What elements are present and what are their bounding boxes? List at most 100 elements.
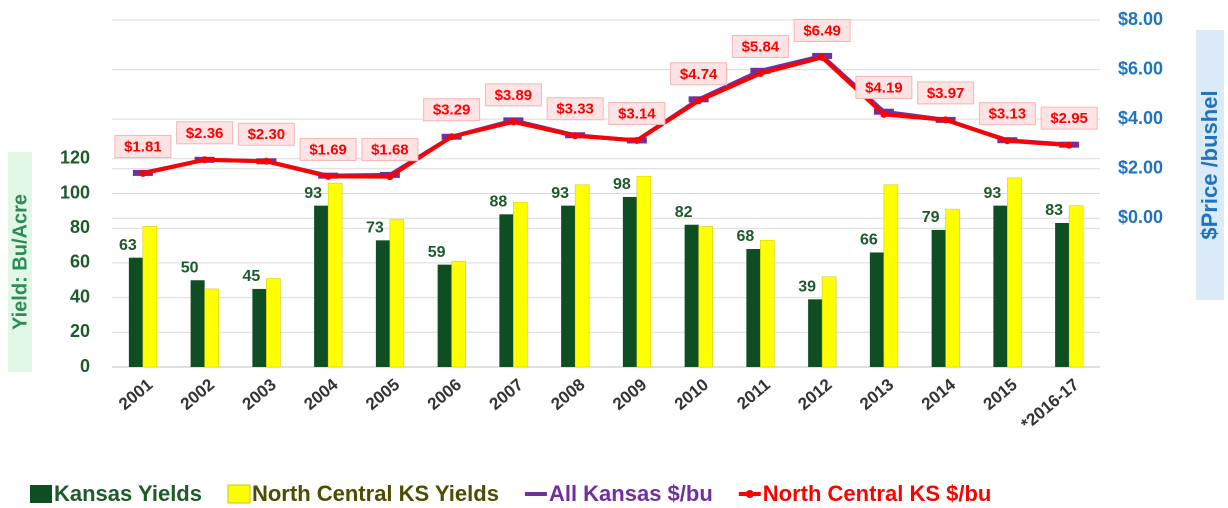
- y-tick-label: 100: [60, 182, 90, 202]
- legend-label: All Kansas $/bu: [549, 481, 713, 506]
- bar-value-label: 63: [119, 237, 137, 254]
- price-marker: [509, 118, 517, 126]
- x-tick-label: *2016-17: [1017, 375, 1082, 434]
- price-label-bg: [423, 98, 481, 122]
- price-label-bg: [176, 121, 234, 145]
- y-tick-label: 40: [70, 286, 90, 306]
- x-tick-label: 2009: [609, 375, 650, 414]
- x-tick-label: 2015: [980, 375, 1021, 414]
- price-label-bg: [546, 97, 604, 121]
- bar: [204, 288, 219, 368]
- x-tick-label: 2006: [424, 375, 465, 414]
- x-tick-label: 2002: [177, 375, 218, 414]
- price-label: $3.97: [927, 85, 965, 102]
- bar: [389, 219, 405, 368]
- price-label-bg: [484, 83, 542, 107]
- legend-swatch: [227, 484, 251, 504]
- price-label: $3.89: [495, 87, 533, 104]
- x-tick-label: 2011: [733, 375, 773, 413]
- y-tick-label: 60: [70, 252, 90, 272]
- price-label-bg: [731, 35, 789, 59]
- bar-value-label: 83: [1045, 202, 1063, 219]
- y2-axis-title-group: $Price /bushel: [1196, 30, 1224, 300]
- bar: [883, 184, 899, 368]
- x-tick-label: 2007: [486, 375, 527, 414]
- bar: [513, 201, 528, 368]
- price-label: $4.74: [680, 66, 718, 83]
- y2-tick-label: $6.00: [1118, 58, 1163, 78]
- legend-label: North Central KS Yields: [252, 481, 499, 506]
- bar: [684, 224, 699, 367]
- price-marker: [571, 132, 579, 140]
- price-marker: [880, 110, 888, 118]
- bar: [499, 214, 514, 367]
- bar: [451, 260, 466, 368]
- bar: [760, 240, 775, 368]
- y-tick-label: 20: [70, 321, 90, 341]
- price-label: $3.33: [556, 101, 594, 118]
- price-label-bg: [855, 75, 913, 99]
- bar-value-label: 66: [860, 232, 878, 249]
- price-label: $5.84: [742, 39, 780, 56]
- bar: [869, 252, 884, 367]
- bar: [437, 264, 452, 367]
- legend-label: Kansas Yields: [54, 481, 202, 506]
- price-label: $1.81: [124, 138, 162, 155]
- bar: [1007, 177, 1022, 368]
- price-marker: [756, 70, 764, 78]
- bar-value-label: 73: [366, 220, 384, 237]
- price-marker: [262, 157, 270, 165]
- price-label: $4.19: [865, 79, 903, 96]
- y-tick-label: 120: [60, 148, 90, 168]
- bar: [327, 182, 343, 368]
- price-label-bg: [237, 122, 295, 146]
- bar: [746, 249, 761, 367]
- bar: [698, 226, 713, 368]
- bar: [142, 226, 158, 368]
- bar: [314, 205, 329, 367]
- price-label-bg: [670, 62, 728, 86]
- price-marker: [695, 97, 703, 105]
- bar: [190, 280, 205, 367]
- price-marker: [633, 136, 641, 144]
- legend-swatch-marker: [745, 490, 754, 498]
- price-label-bg: [361, 138, 419, 162]
- price-label: $2.95: [1050, 110, 1088, 127]
- y2-tick-label: $4.00: [1118, 108, 1163, 128]
- x-tick-label: 2003: [239, 375, 280, 414]
- y-axis-title-bg: [8, 152, 32, 372]
- bar: [375, 240, 390, 367]
- x-tick-label: 2004: [300, 375, 342, 414]
- price-marker: [139, 169, 147, 177]
- bar: [574, 184, 590, 368]
- x-tick-label: 2005: [362, 375, 403, 414]
- price-label-bg: [299, 137, 357, 161]
- price-label: $2.30: [248, 126, 286, 143]
- x-tick-label: 2013: [856, 375, 897, 414]
- price-marker: [818, 53, 826, 61]
- price-label-bg: [608, 101, 666, 125]
- bar: [1068, 205, 1084, 368]
- bar: [636, 175, 652, 368]
- y-axis-title-group: Yield: Bu/Acre: [8, 152, 32, 372]
- bar-value-label: 93: [304, 185, 322, 202]
- price-marker: [1065, 141, 1073, 149]
- y2-tick-label: $8.00: [1118, 9, 1163, 29]
- price-marker: [1003, 137, 1011, 145]
- price-marker: [386, 173, 394, 181]
- bar-value-label: 82: [675, 204, 693, 221]
- bar: [821, 276, 837, 368]
- price-line: [142, 53, 1070, 178]
- bar: [931, 229, 946, 367]
- bar-value-label: 59: [428, 244, 446, 261]
- x-tick-label: 2001: [115, 375, 156, 414]
- price-label: $1.69: [309, 141, 347, 158]
- bar-value-label: 68: [736, 228, 754, 245]
- bar-value-label: 50: [181, 259, 199, 276]
- price-label-bg: [978, 102, 1036, 126]
- price-label-bg: [114, 134, 172, 158]
- x-tick-label: 2012: [794, 375, 835, 414]
- y2-axis-title: $Price /bushel: [1197, 90, 1222, 239]
- price-marker: [942, 116, 950, 124]
